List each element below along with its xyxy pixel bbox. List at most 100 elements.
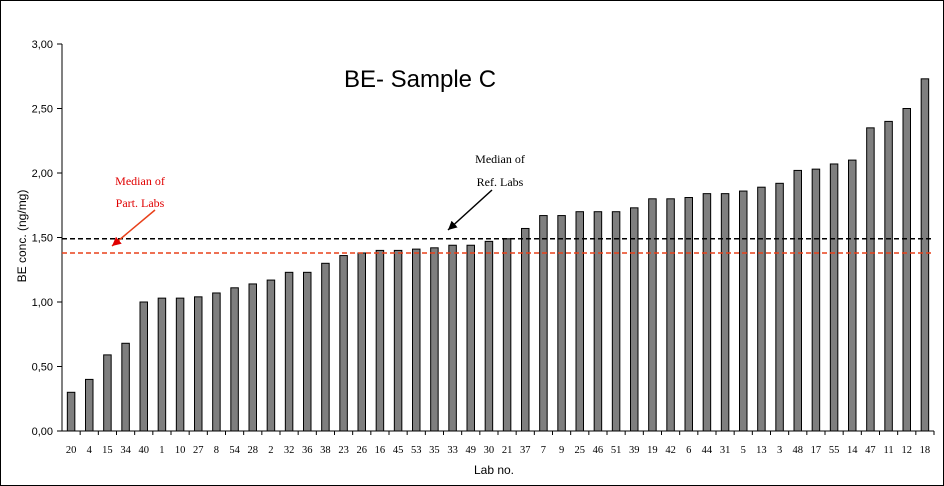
annotation-ref-labs-line2: Ref. Labs <box>477 175 524 189</box>
x-tick-label: 8 <box>214 445 219 456</box>
bar <box>466 244 475 432</box>
y-tick-label: 3,00 <box>32 39 53 51</box>
x-tick-label: 17 <box>811 445 822 456</box>
y-tick-label: 1,00 <box>32 297 53 309</box>
x-tick-label: 37 <box>520 445 531 456</box>
bar <box>430 247 439 432</box>
bar <box>521 227 530 432</box>
x-tick-label: 45 <box>393 445 404 456</box>
y-tick-label: 0,00 <box>32 426 53 438</box>
bar <box>357 252 366 432</box>
x-tick-label: 46 <box>593 445 604 456</box>
x-tick-label: 9 <box>559 445 564 456</box>
x-tick-label: 19 <box>647 445 658 456</box>
x-tick-label: 27 <box>193 445 204 456</box>
bar <box>848 159 857 432</box>
y-ticks: 0,00 0,50 1,00 1,50 2,00 2,50 3,00 <box>32 39 62 438</box>
x-tick-label: 26 <box>357 445 368 456</box>
bars <box>66 78 930 432</box>
x-tick-label: 16 <box>375 445 386 456</box>
y-tick-label: 1,50 <box>32 233 53 245</box>
x-tick-label: 13 <box>756 445 767 456</box>
reference-lines: Median of Ref. Labs Median of Part. Labs <box>62 152 934 254</box>
x-tick-label: 14 <box>847 445 858 456</box>
x-tick-label: 12 <box>902 445 913 456</box>
bar <box>266 279 276 432</box>
bar <box>484 240 494 432</box>
bar <box>757 186 766 432</box>
bar <box>920 78 930 432</box>
x-tick-label: 18 <box>920 445 931 456</box>
bar <box>230 287 239 432</box>
x-tick-label: 36 <box>302 445 313 456</box>
bar <box>539 215 548 432</box>
chart-title: BE- Sample C <box>344 66 496 93</box>
x-tick-label: 28 <box>248 445 259 456</box>
x-tick-label: 44 <box>702 445 713 456</box>
bar <box>557 215 566 432</box>
x-tick-label: 38 <box>320 445 331 456</box>
bar <box>902 108 911 432</box>
bar <box>85 378 94 432</box>
bar <box>884 120 893 432</box>
bar <box>793 169 802 432</box>
bar <box>829 163 839 432</box>
bar <box>611 211 621 432</box>
bar <box>139 301 148 432</box>
bar <box>684 197 693 432</box>
bar <box>720 193 730 432</box>
y-axis-label: BE conc. (ng/mg) <box>15 190 29 283</box>
annotation-ref-labs-line1: Median of <box>475 152 525 166</box>
x-tick-label: 48 <box>793 445 804 456</box>
bar <box>630 207 639 432</box>
bar <box>593 211 603 432</box>
x-tick-label: 34 <box>120 445 131 456</box>
x-tick-label: 3 <box>777 445 782 456</box>
y-tick-label: 0,50 <box>32 362 53 374</box>
x-axis-label: Lab no. <box>474 463 514 477</box>
bar <box>212 292 221 432</box>
x-tick-label: 4 <box>87 445 93 456</box>
x-ticks: 20 4 15 34 40 1 10 27 8 54 28 2 32 36 38 23 26 16 45 53 35 33… <box>66 431 935 456</box>
bar <box>66 391 76 432</box>
y-tick-label: 2,50 <box>32 104 53 116</box>
x-tick-label: 54 <box>229 445 240 456</box>
x-tick-label: 1 <box>159 445 164 456</box>
bar <box>284 271 294 432</box>
x-tick-label: 23 <box>338 445 349 456</box>
bar <box>648 198 657 432</box>
x-tick-label: 33 <box>447 445 458 456</box>
bar <box>666 198 675 432</box>
x-tick-label: 25 <box>575 445 586 456</box>
bar <box>157 297 167 432</box>
x-tick-label: 7 <box>541 445 546 456</box>
x-tick-label: 51 <box>611 445 622 456</box>
x-tick-label: 11 <box>884 445 894 456</box>
bar <box>575 211 584 432</box>
bar <box>702 193 712 432</box>
bar <box>393 249 403 432</box>
x-tick-label: 49 <box>466 445 477 456</box>
x-tick-label: 32 <box>284 445 295 456</box>
bar <box>739 190 748 432</box>
bar <box>175 297 185 432</box>
x-tick-label: 40 <box>139 445 150 456</box>
annotation-part-labs-line2: Part. Labs <box>116 196 165 210</box>
x-tick-label: 47 <box>865 445 876 456</box>
x-tick-label: 2 <box>268 445 273 456</box>
x-tick-label: 55 <box>829 445 840 456</box>
bar <box>248 283 257 432</box>
x-tick-label: 53 <box>411 445 422 456</box>
bar <box>321 262 330 432</box>
bar <box>412 248 421 432</box>
bar <box>866 127 875 432</box>
x-tick-label: 31 <box>720 445 731 456</box>
annotation-part-labs-line1: Median of <box>115 174 165 188</box>
bar <box>339 255 348 432</box>
bar <box>375 249 385 432</box>
x-tick-label: 39 <box>629 445 640 456</box>
bar <box>502 238 512 432</box>
annotation-arrow <box>447 189 493 231</box>
x-tick-label: 35 <box>429 445 440 456</box>
